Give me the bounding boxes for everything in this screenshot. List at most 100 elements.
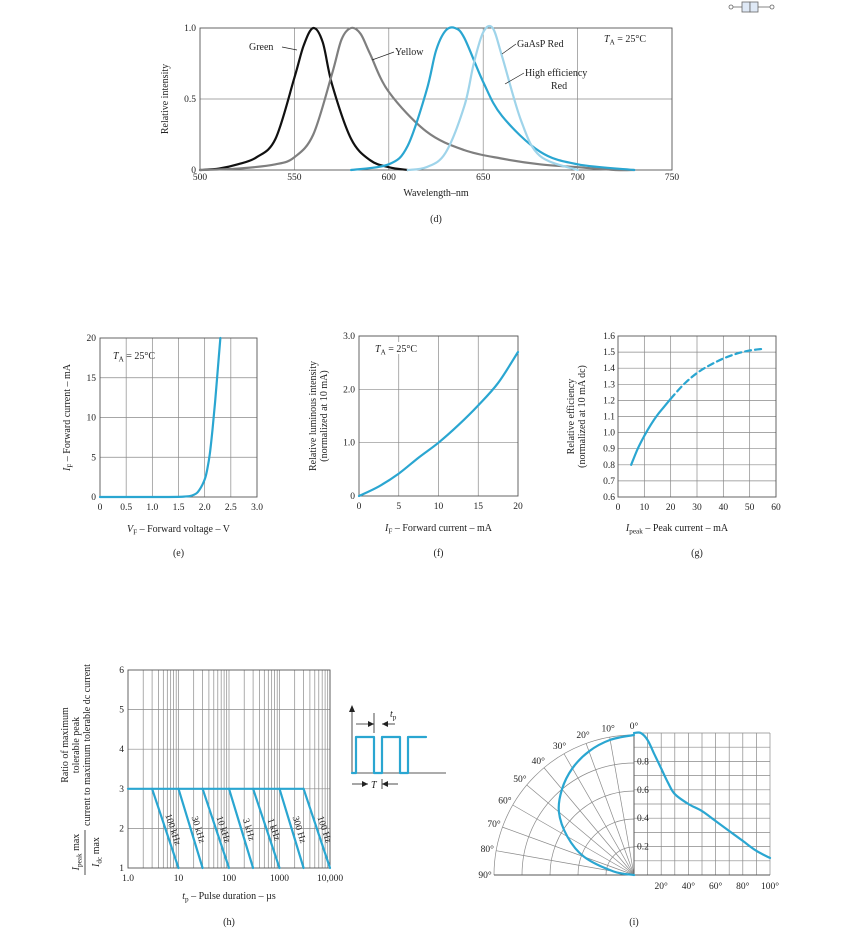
angle-label: 20° bbox=[576, 730, 590, 741]
polar-arc bbox=[549, 790, 635, 876]
radial-label: 0.2 bbox=[637, 843, 649, 853]
x-tick-label: 0 bbox=[616, 503, 621, 513]
y-tick-label: 10 bbox=[87, 414, 97, 424]
up-arrow-icon bbox=[349, 705, 355, 712]
x-tick-label: 1.5 bbox=[173, 503, 185, 513]
series-label: Green bbox=[249, 42, 273, 53]
x-axis-label: IF​ – Forward current – mA bbox=[384, 523, 493, 536]
polar-spoke bbox=[563, 753, 635, 876]
x-tick-label: 700 bbox=[570, 173, 585, 183]
x-tick-label: 10,000 bbox=[317, 874, 343, 884]
series-yellow bbox=[198, 26, 636, 172]
leader-line bbox=[501, 43, 517, 55]
angle-label: 80° bbox=[481, 844, 495, 855]
x-tick-label: 3.0 bbox=[251, 503, 263, 513]
plot-frame bbox=[358, 335, 519, 497]
ratio-series-line bbox=[251, 787, 281, 870]
polar-spoke bbox=[526, 784, 635, 876]
x-tick-label: 5 bbox=[396, 502, 401, 512]
bottom-label: 100° bbox=[761, 881, 779, 892]
x-tick-label: 10 bbox=[434, 502, 444, 512]
y-axis-label: Relative efficiency(normalized at 10 mA … bbox=[566, 365, 588, 468]
y-axis-label: Ratio of maximumtolerable peakcurrent to… bbox=[60, 664, 93, 826]
efficiency-curve-dashed bbox=[669, 347, 764, 400]
ratio-series-line bbox=[150, 787, 180, 870]
figure-caption: (i) bbox=[629, 917, 638, 928]
bottom-label: 40° bbox=[682, 881, 696, 892]
y-tick-label: 4 bbox=[119, 745, 124, 755]
period-label: T bbox=[371, 780, 378, 791]
led-symbol-icon bbox=[728, 0, 776, 13]
x-tick-label: 1.0 bbox=[146, 503, 158, 513]
relative-efficiency-chart-g: 0 10 20 30 40 50 60 0.6 0.7 0.8 0.9 1.0 1.1 1.2 1.3 1.4… bbox=[566, 332, 781, 559]
y-tick-label: 3 bbox=[119, 785, 124, 795]
y-tick-label: 6 bbox=[119, 666, 124, 676]
polar-pattern-curve bbox=[557, 733, 636, 877]
polar-spoke bbox=[609, 737, 635, 876]
radiation-pattern-chart-i: 0°10°20°30°40°50°60°70°80°90°0.80.60.40.… bbox=[478, 721, 779, 928]
temperature-annotation: TA​ = 25°C bbox=[375, 344, 417, 357]
angle-label: 90° bbox=[478, 870, 492, 881]
angle-label: 50° bbox=[513, 774, 527, 785]
y-tick-label: 20 bbox=[87, 334, 97, 344]
polar-spoke bbox=[543, 767, 635, 876]
x-tick-label: 650 bbox=[476, 173, 491, 183]
x-tick-label: 600 bbox=[382, 173, 397, 183]
ratio-numerator: Ipeak​ max bbox=[71, 834, 84, 872]
figure-caption: (d) bbox=[430, 214, 442, 225]
angle-label: 30° bbox=[553, 741, 567, 752]
x-tick-label: 750 bbox=[665, 173, 680, 183]
polar-arc bbox=[577, 818, 635, 876]
pulse-train bbox=[350, 735, 428, 775]
y-tick-label: 0 bbox=[191, 166, 196, 176]
bottom-label: 20° bbox=[655, 881, 669, 892]
pulse-ratio-chart-h: 1.0 10 100 1000 10,000 1 2 3 4 5 6 tp​ – Pulse dura… bbox=[60, 664, 446, 928]
x-tick-label: 0 bbox=[357, 502, 362, 512]
y-tick-label: 1.0 bbox=[343, 439, 355, 449]
y-tick-label: 1.0 bbox=[603, 429, 615, 439]
leader-line bbox=[504, 72, 525, 85]
y-axis-label: IF​ – Forward current – mA bbox=[62, 363, 75, 472]
x-tick-label: 50 bbox=[745, 503, 755, 513]
x-axis-label: Ipeak​ – Peak current – mA bbox=[625, 523, 729, 536]
x-tick-label: 15 bbox=[474, 502, 484, 512]
y-tick-label: 2.0 bbox=[343, 385, 355, 395]
plot-frame bbox=[199, 27, 673, 171]
x-tick-label: 100 bbox=[222, 874, 237, 884]
y-tick-label: 2 bbox=[119, 824, 124, 834]
x-tick-label: 20 bbox=[666, 503, 676, 513]
y-tick-label: 0.5 bbox=[184, 95, 196, 105]
temperature-annotation: TA​ = 25°C bbox=[113, 351, 155, 364]
angle-label: 0° bbox=[630, 721, 639, 732]
radial-label: 0.6 bbox=[637, 786, 649, 796]
y-tick-label: 0.8 bbox=[603, 461, 615, 471]
x-tick-label: 0 bbox=[98, 503, 103, 513]
angle-label: 40° bbox=[532, 756, 546, 767]
plot-frame bbox=[617, 335, 777, 498]
polar-spoke bbox=[585, 743, 635, 876]
luminous-intensity-chart-f: 0 5 10 15 20 0 1.0 2.0 3.0 IF​ – Forward current … bbox=[308, 332, 523, 559]
x-tick-label: 550 bbox=[287, 173, 302, 183]
ratio-series-line bbox=[227, 787, 255, 870]
series-label: Yellow bbox=[395, 47, 424, 58]
x-tick-label: 60 bbox=[771, 503, 781, 513]
x-tick-label: 2.0 bbox=[199, 503, 211, 513]
y-tick-label: 3.0 bbox=[343, 332, 355, 342]
figure-caption: (e) bbox=[173, 548, 184, 559]
ratio-denominator: Idc​ max bbox=[91, 837, 104, 868]
arrow-right-icon bbox=[368, 721, 374, 727]
annotation-background bbox=[372, 342, 428, 354]
figure-caption: (f) bbox=[434, 548, 444, 559]
x-tick-label: 20 bbox=[513, 502, 523, 512]
x-tick-label: 10 bbox=[640, 503, 650, 513]
angle-label: 10° bbox=[601, 723, 615, 734]
y-tick-label: 0 bbox=[350, 492, 355, 502]
y-tick-label: 1.3 bbox=[603, 380, 615, 390]
series-green bbox=[198, 26, 409, 172]
y-tick-label: 1 bbox=[119, 864, 124, 874]
temperature-annotation: TA​ = 25°C bbox=[604, 34, 646, 47]
forward-current-curve bbox=[98, 336, 222, 499]
arrow-right-icon bbox=[362, 781, 368, 787]
y-tick-label: 1.2 bbox=[603, 396, 615, 406]
series-label: Red bbox=[551, 81, 567, 92]
